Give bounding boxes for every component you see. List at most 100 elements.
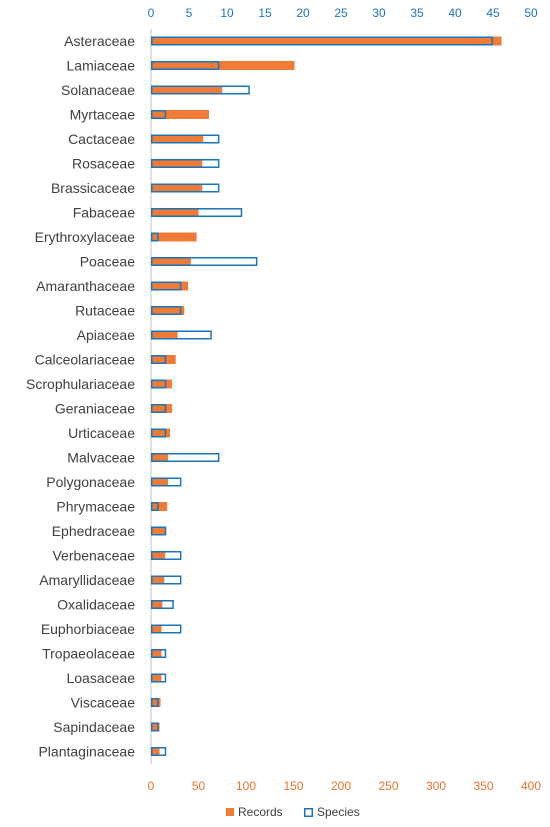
category-label: Malvaceae — [67, 450, 135, 466]
category-label: Cactaceae — [68, 131, 135, 147]
species-bar — [151, 477, 182, 487]
category-label: Sapindaceae — [53, 719, 135, 735]
species-bar — [151, 183, 220, 193]
records-bar — [151, 281, 189, 291]
records-bar — [151, 183, 203, 193]
bottom-axis: 0 50 100 150 200 250 300 350 400 — [148, 779, 542, 793]
category-label: Asteraceae — [64, 33, 135, 49]
records-bar — [151, 36, 502, 46]
top-tick-label: 30 — [372, 6, 386, 20]
records-bar — [151, 453, 169, 462]
top-tick-label: 10 — [220, 6, 234, 20]
species-bar — [151, 600, 174, 609]
records-bar — [151, 85, 223, 95]
category-label: Loasaceae — [66, 670, 135, 686]
records-bar — [151, 355, 176, 364]
records-bar — [151, 404, 172, 413]
category-label: Geraniaceae — [55, 401, 135, 417]
bottom-tick-label: 250 — [378, 779, 398, 793]
species-bar — [151, 208, 243, 217]
bottom-tick-label: 300 — [426, 779, 446, 793]
records-bar — [151, 257, 191, 266]
records-bar — [151, 551, 166, 560]
species-bar — [151, 85, 250, 95]
records-bar — [151, 600, 163, 609]
species-bar — [151, 453, 220, 462]
category-label: Myrtaceae — [70, 107, 136, 123]
category-label: Scrophulariaceae — [26, 376, 135, 392]
plot-area — [150, 28, 502, 764]
species-bar — [151, 624, 182, 634]
top-tick-label: 5 — [186, 6, 193, 20]
category-label: Plantaginaceae — [38, 744, 135, 760]
category-label: Oxalidaceae — [57, 597, 135, 613]
category-label: Amaranthaceae — [36, 278, 135, 294]
bottom-tick-label: 400 — [521, 779, 541, 793]
top-tick-label: 40 — [448, 6, 462, 20]
species-bar — [151, 698, 159, 707]
records-bar — [151, 673, 162, 683]
legend-species-label: Species — [317, 805, 360, 819]
records-bar — [151, 722, 160, 732]
species-bar — [151, 257, 258, 266]
top-tick-label: 45 — [486, 6, 500, 20]
species-bar — [151, 281, 182, 291]
records-bar — [151, 134, 204, 144]
category-label: Urticaceae — [68, 425, 135, 441]
category-label: Tropaeolaceae — [42, 646, 135, 662]
bottom-tick-label: 150 — [283, 779, 303, 793]
category-label: Phrymaceae — [56, 499, 135, 515]
legend-records-label: Records — [238, 805, 283, 819]
records-bar — [151, 330, 178, 340]
records-bar — [151, 159, 203, 168]
category-label: Rosaceae — [72, 156, 135, 172]
species-bar — [151, 110, 167, 119]
species-bar — [151, 61, 220, 70]
category-label: Apiaceae — [77, 327, 136, 343]
category-label: Viscaceae — [71, 695, 136, 711]
top-axis: 0 5 10 15 20 25 30 35 40 45 50 — [148, 6, 538, 20]
species-bar — [151, 649, 167, 658]
species-bar — [151, 428, 167, 438]
category-axis: Asteraceae Lamiaceae Solanaceae Myrtaceae Ca… — [26, 33, 135, 760]
top-tick-label: 20 — [296, 6, 310, 20]
top-tick-label: 15 — [258, 6, 272, 20]
records-bar — [151, 526, 167, 536]
species-bar — [151, 747, 167, 756]
records-bar — [151, 306, 185, 315]
species-bar — [151, 36, 493, 46]
species-bar — [151, 134, 220, 144]
records-bar — [151, 61, 295, 70]
bottom-tick-label: 100 — [236, 779, 256, 793]
records-bar — [151, 477, 169, 487]
records-bar — [151, 624, 162, 634]
bottom-tick-label: 350 — [473, 779, 493, 793]
legend-records-swatch — [226, 808, 234, 816]
category-label: Rutaceae — [75, 303, 135, 319]
records-bar — [151, 747, 160, 756]
species-bar — [151, 330, 212, 340]
category-label: Calceolariaceae — [35, 352, 136, 368]
category-label: Lamiaceae — [67, 58, 136, 74]
records-bar — [151, 428, 170, 438]
bottom-tick-label: 0 — [148, 779, 155, 793]
species-bar — [151, 232, 159, 242]
legend-species-swatch — [304, 808, 313, 817]
species-bar — [151, 159, 220, 168]
category-label: Polygonaceae — [46, 474, 135, 490]
category-label: Poaceae — [80, 254, 135, 270]
category-label: Solanaceae — [61, 82, 135, 98]
top-tick-label: 0 — [148, 6, 155, 20]
records-bar — [151, 208, 199, 217]
species-bar — [151, 575, 182, 585]
category-label: Verbenaceae — [52, 548, 135, 564]
records-bar — [151, 698, 161, 707]
records-bar — [151, 649, 162, 658]
species-bar — [151, 355, 167, 364]
species-bar — [151, 551, 182, 560]
species-bar — [151, 722, 159, 732]
category-label: Ephedraceae — [52, 523, 136, 539]
bottom-tick-label: 200 — [331, 779, 351, 793]
records-bar — [151, 110, 209, 119]
category-label: Erythroxylaceae — [35, 229, 136, 245]
